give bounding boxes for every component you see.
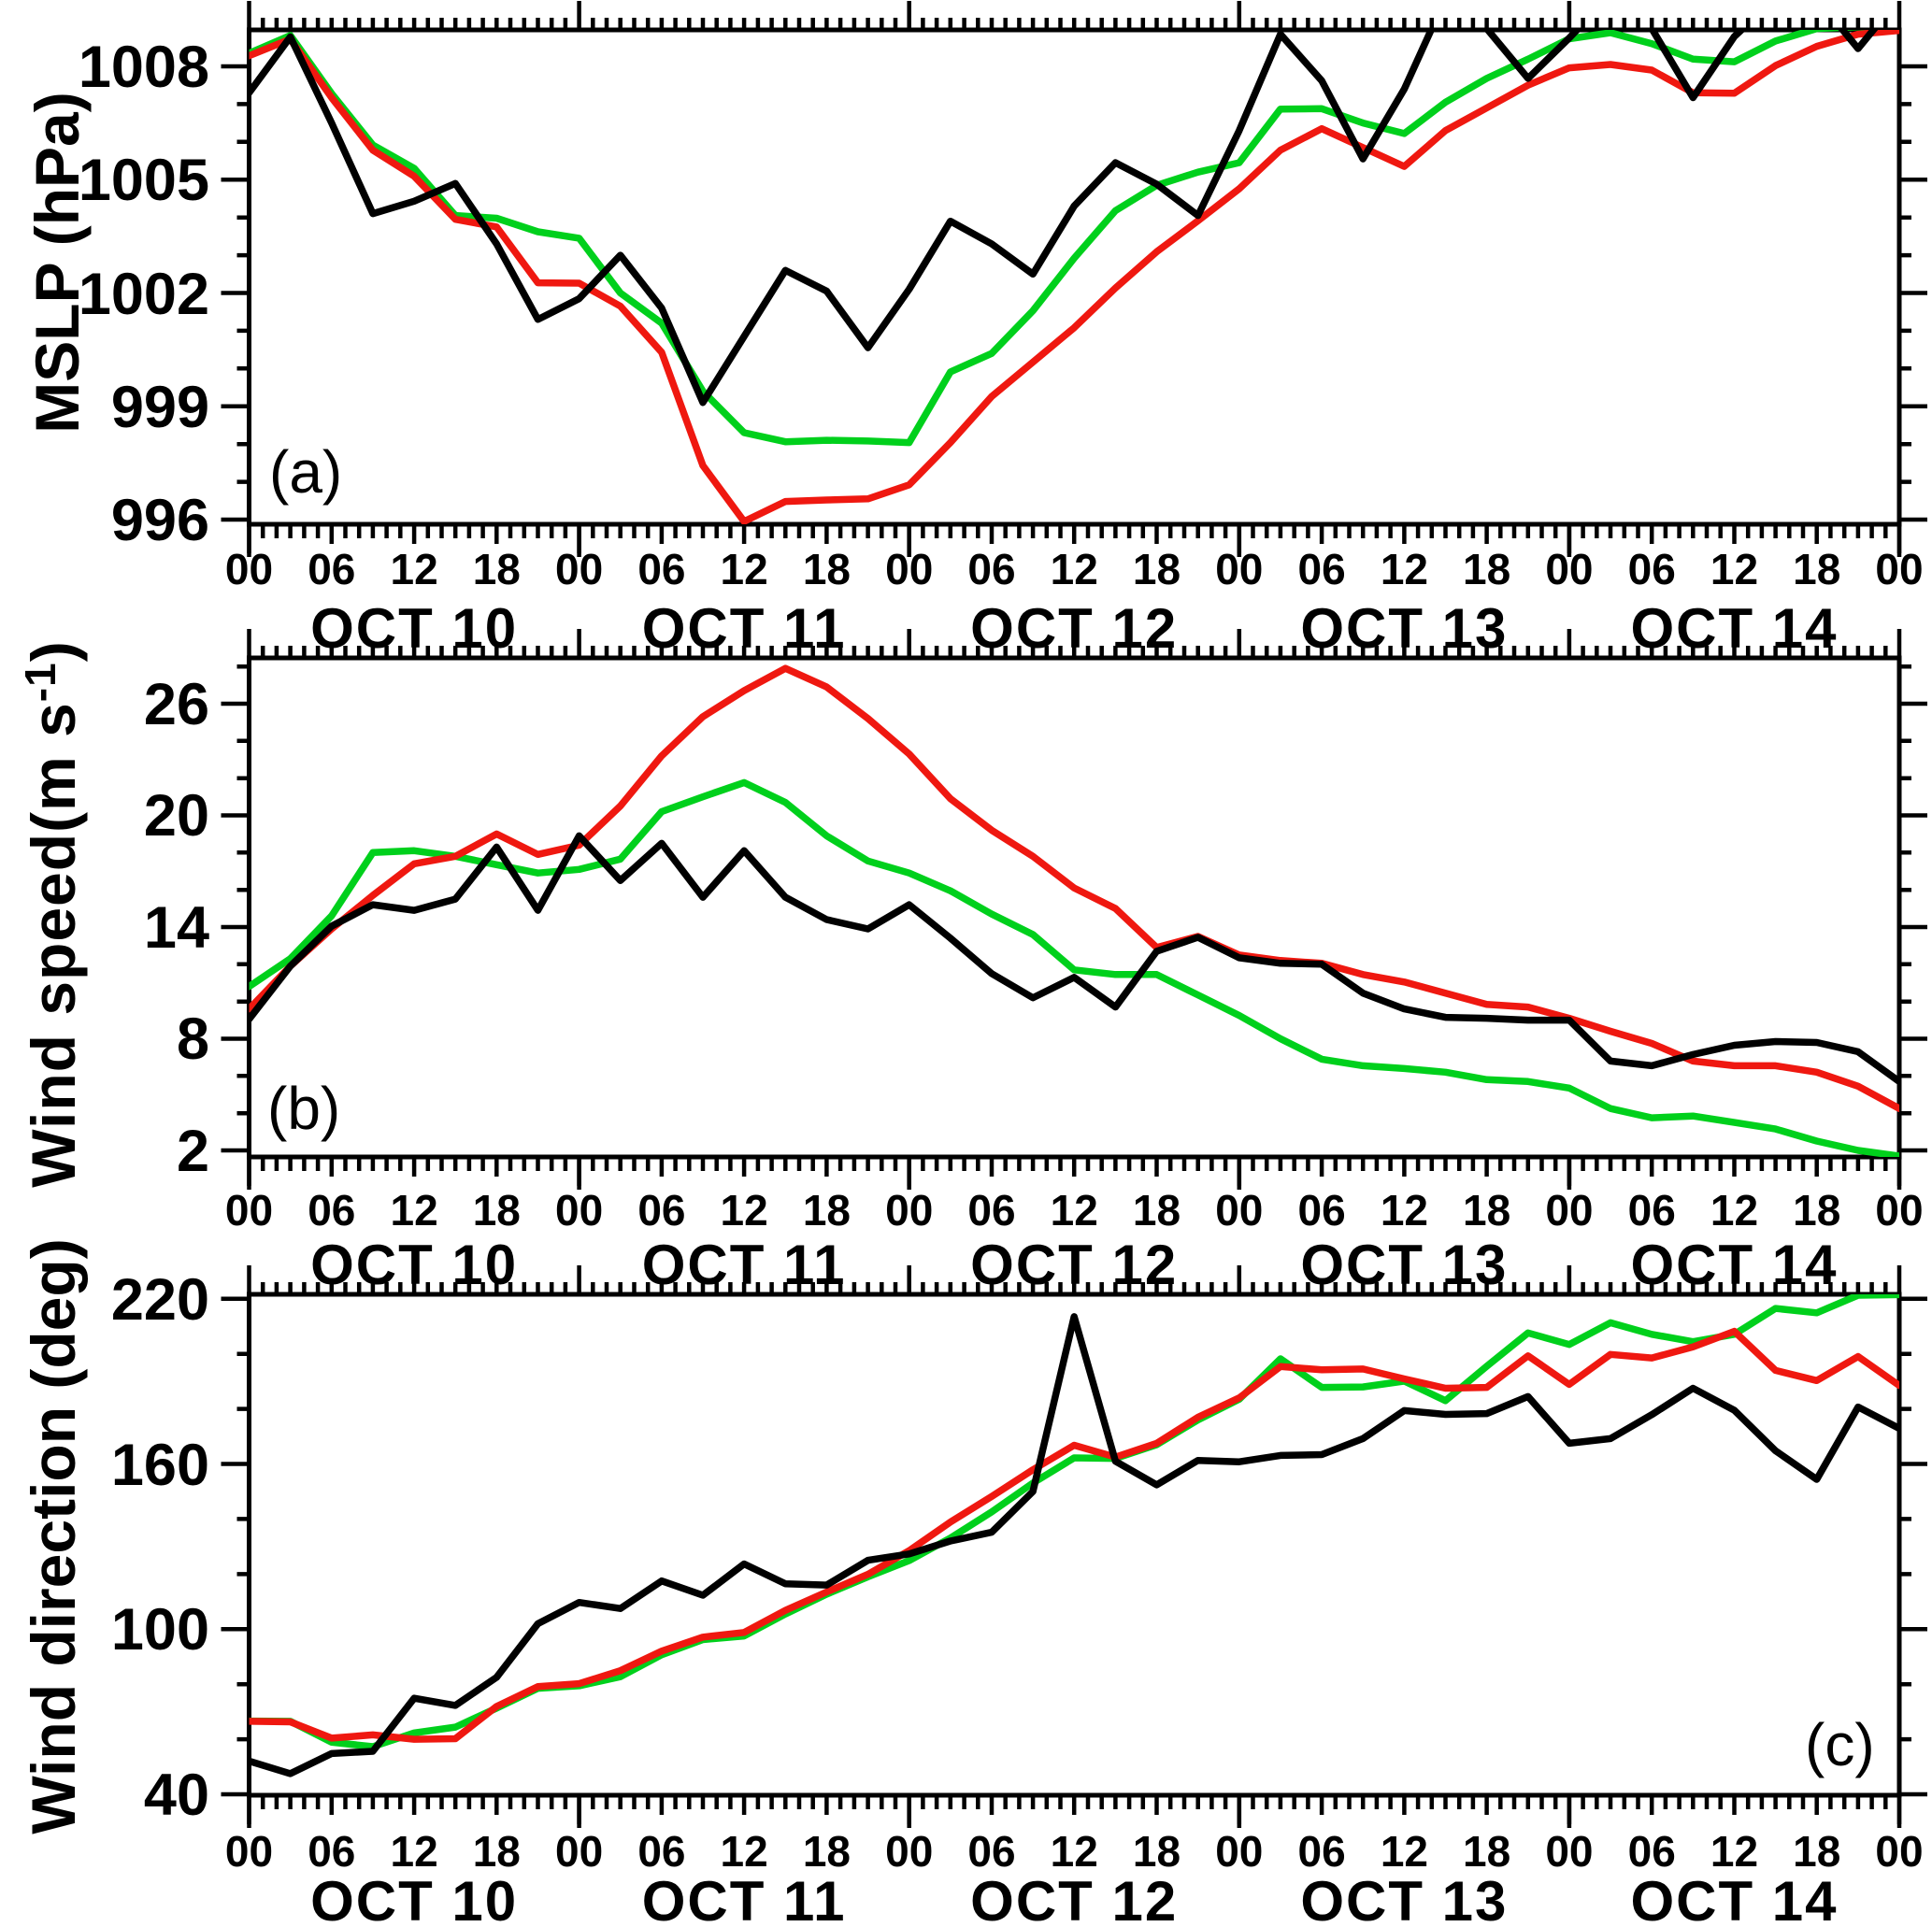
svg-text:06: 06 [308, 1827, 355, 1876]
svg-text:00: 00 [885, 1186, 933, 1235]
svg-text:06: 06 [308, 1186, 355, 1235]
svg-text:00: 00 [1545, 1186, 1593, 1235]
svg-text:18: 18 [1133, 545, 1181, 593]
svg-text:160: 160 [111, 1433, 209, 1498]
svg-text:18: 18 [1133, 1827, 1181, 1876]
svg-text:06: 06 [1628, 545, 1676, 593]
svg-text:00: 00 [555, 545, 603, 593]
svg-text:06: 06 [967, 1186, 1015, 1235]
svg-text:06: 06 [1298, 545, 1346, 593]
svg-text:12: 12 [391, 1827, 438, 1876]
svg-text:12: 12 [1710, 1186, 1758, 1235]
svg-text:1005: 1005 [79, 148, 209, 213]
svg-text:00: 00 [1875, 545, 1923, 593]
svg-text:12: 12 [1710, 1827, 1758, 1876]
svg-text:18: 18 [1463, 545, 1510, 593]
svg-text:18: 18 [1793, 1827, 1840, 1876]
svg-text:06: 06 [637, 545, 685, 593]
svg-text:18: 18 [803, 1186, 851, 1235]
svg-text:12: 12 [721, 1186, 768, 1235]
svg-text:12: 12 [391, 545, 438, 593]
svg-text:18: 18 [1793, 545, 1840, 593]
svg-text:(c): (c) [1805, 1711, 1875, 1778]
svg-text:00: 00 [1545, 545, 1593, 593]
svg-text:06: 06 [1628, 1827, 1676, 1876]
svg-text:OCT 10: OCT 10 [310, 1870, 518, 1922]
svg-text:18: 18 [473, 1186, 521, 1235]
svg-text:06: 06 [1298, 1827, 1346, 1876]
svg-text:18: 18 [473, 545, 521, 593]
svg-text:00: 00 [225, 1186, 273, 1235]
svg-text:(a): (a) [269, 438, 342, 506]
svg-text:00: 00 [1215, 545, 1263, 593]
svg-text:Wind speed(m s-1): Wind speed(m s-1) [16, 640, 88, 1187]
svg-text:20: 20 [144, 783, 209, 849]
svg-text:00: 00 [555, 1186, 603, 1235]
svg-text:06: 06 [967, 545, 1015, 593]
svg-text:OCT 11: OCT 11 [642, 1870, 847, 1922]
svg-text:18: 18 [803, 1827, 851, 1876]
svg-text:18: 18 [473, 1827, 521, 1876]
svg-text:06: 06 [308, 545, 355, 593]
svg-text:00: 00 [555, 1827, 603, 1876]
svg-text:06: 06 [1298, 1186, 1346, 1235]
svg-text:100: 100 [111, 1597, 209, 1663]
svg-text:999: 999 [111, 375, 209, 440]
svg-text:220: 220 [111, 1267, 209, 1333]
svg-text:00: 00 [1215, 1827, 1263, 1876]
svg-text:12: 12 [1051, 545, 1098, 593]
svg-text:12: 12 [1710, 545, 1758, 593]
svg-text:18: 18 [1463, 1827, 1510, 1876]
svg-text:06: 06 [637, 1827, 685, 1876]
svg-text:OCT 12: OCT 12 [970, 1870, 1178, 1922]
svg-text:12: 12 [1381, 1186, 1428, 1235]
svg-text:2: 2 [177, 1119, 209, 1184]
svg-text:12: 12 [1051, 1186, 1098, 1235]
svg-text:00: 00 [225, 545, 273, 593]
svg-text:OCT 13: OCT 13 [1300, 1870, 1508, 1922]
svg-text:06: 06 [637, 1186, 685, 1235]
svg-text:00: 00 [885, 1827, 933, 1876]
svg-text:12: 12 [1381, 545, 1428, 593]
svg-text:996: 996 [111, 488, 209, 553]
svg-text:00: 00 [1875, 1186, 1923, 1235]
svg-text:18: 18 [1793, 1186, 1840, 1235]
svg-text:1002: 1002 [79, 262, 209, 327]
svg-text:00: 00 [885, 545, 933, 593]
svg-text:00: 00 [1875, 1827, 1923, 1876]
svg-text:18: 18 [1463, 1186, 1510, 1235]
svg-text:12: 12 [1051, 1827, 1098, 1876]
svg-text:12: 12 [1381, 1827, 1428, 1876]
svg-text:(b): (b) [267, 1075, 340, 1142]
svg-text:14: 14 [144, 895, 209, 961]
svg-text:18: 18 [1133, 1186, 1181, 1235]
svg-text:00: 00 [1215, 1186, 1263, 1235]
svg-text:12: 12 [391, 1186, 438, 1235]
svg-text:26: 26 [144, 672, 209, 737]
svg-text:00: 00 [225, 1827, 273, 1876]
svg-text:12: 12 [721, 1827, 768, 1876]
svg-text:06: 06 [967, 1827, 1015, 1876]
svg-text:18: 18 [803, 545, 851, 593]
svg-text:06: 06 [1628, 1186, 1676, 1235]
svg-text:40: 40 [144, 1763, 209, 1828]
svg-text:OCT 14: OCT 14 [1630, 1870, 1838, 1922]
svg-text:00: 00 [1545, 1827, 1593, 1876]
svg-text:1008: 1008 [79, 35, 209, 100]
svg-text:8: 8 [177, 1006, 209, 1072]
svg-text:12: 12 [721, 545, 768, 593]
svg-text:Wind direction (deg): Wind direction (deg) [19, 1238, 88, 1834]
svg-text:MSLP (hPa): MSLP (hPa) [22, 92, 92, 433]
